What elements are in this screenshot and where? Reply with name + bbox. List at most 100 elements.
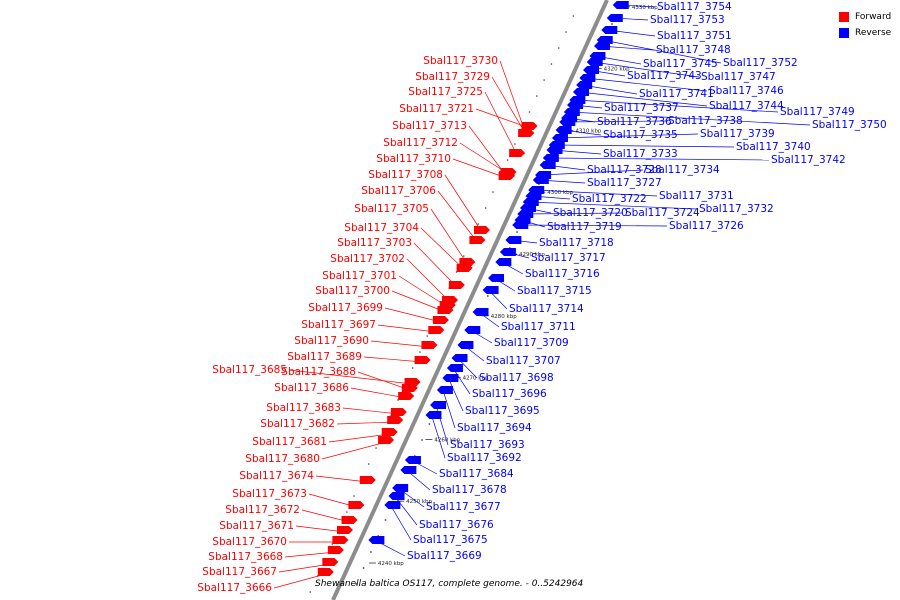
forward-gene-label: Sbal117_3671 bbox=[219, 520, 294, 532]
reverse-gene-label: Sbal117_3726 bbox=[669, 220, 744, 232]
reverse-gene-label: Sbal117_3743 bbox=[627, 70, 702, 82]
reverse-gene-label: Sbal117_3717 bbox=[531, 252, 606, 264]
gene-connector bbox=[357, 371, 410, 391]
gene-connector bbox=[518, 224, 668, 227]
reverse-gene-arrow bbox=[579, 74, 596, 82]
axis-tick-label: 4250 kbp bbox=[406, 499, 432, 505]
reverse-gene-arrow bbox=[572, 88, 589, 96]
reverse-gene-label: Sbal117_3732 bbox=[699, 203, 774, 215]
reverse-gene-arrow bbox=[388, 492, 405, 500]
forward-gene-arrow bbox=[341, 516, 358, 524]
reverse-gene-label: Sbal117_3749 bbox=[780, 106, 855, 118]
reverse-gene-label: Sbal117_3742 bbox=[771, 154, 846, 166]
forward-gene-label: Sbal117_3683 bbox=[266, 402, 341, 414]
axis-dot bbox=[370, 551, 372, 553]
gene-connector bbox=[442, 389, 456, 429]
gene-connector bbox=[363, 356, 423, 363]
axis-dot bbox=[428, 423, 431, 425]
reverse-gene-label: Sbal117_3707 bbox=[486, 355, 561, 367]
gene-connector bbox=[413, 242, 458, 288]
gene-connector bbox=[336, 421, 396, 425]
forward-gene-label: Sbal117_3685 bbox=[212, 364, 287, 376]
forward-gene-arrow bbox=[456, 264, 473, 272]
reverse-gene-label: Sbal117_3733 bbox=[603, 148, 678, 160]
gene-connector bbox=[406, 258, 451, 303]
forward-gene-label: Sbal117_3699 bbox=[308, 302, 383, 314]
gene-connector bbox=[278, 563, 331, 573]
axis-dot bbox=[355, 583, 358, 585]
gene-connector bbox=[592, 61, 700, 78]
reverse-gene-label: Sbal117_3714 bbox=[509, 303, 584, 315]
gene-connector bbox=[391, 290, 446, 313]
axis-dot bbox=[367, 463, 370, 465]
reverse-gene-label: Sbal117_3753 bbox=[650, 14, 725, 26]
gene-connector bbox=[528, 201, 698, 210]
forward-gene-label: Sbal117_3710 bbox=[376, 153, 451, 165]
axis-tick-label: 4320 kbp bbox=[604, 67, 630, 73]
reverse-gene-label: Sbal117_3747 bbox=[701, 71, 776, 83]
reverse-gene-arrow bbox=[542, 154, 559, 162]
forward-gene-arrow bbox=[448, 281, 465, 289]
axis-dot bbox=[486, 295, 489, 297]
reverse-legend-label: Reverse bbox=[855, 28, 892, 38]
gene-connector bbox=[295, 525, 346, 533]
forward-gene-arrow bbox=[348, 501, 365, 509]
gene-connector bbox=[328, 433, 390, 443]
reverse-gene-label: Sbal117_3675 bbox=[413, 534, 488, 546]
forward-gene-label: Sbal117_3729 bbox=[415, 71, 490, 83]
legend-reverse: Reverse bbox=[839, 25, 891, 41]
chromosome-backbone bbox=[331, 0, 609, 600]
reverse-gene-arrow bbox=[499, 248, 516, 256]
reverse-swatch bbox=[839, 28, 849, 38]
reverse-gene-label: Sbal117_3754 bbox=[657, 1, 732, 13]
reverse-gene-arrow bbox=[451, 354, 468, 362]
reverse-gene-label: Sbal117_3719 bbox=[547, 221, 622, 233]
axis-tick-label: 4270 kbp bbox=[463, 376, 489, 382]
forward-gene-arrow bbox=[322, 558, 339, 566]
gene-connector bbox=[350, 387, 407, 399]
reverse-gene-arrow bbox=[446, 364, 463, 372]
gene-connector bbox=[288, 369, 413, 385]
axis-dot bbox=[462, 255, 465, 257]
gene-connector bbox=[602, 39, 722, 64]
axis-dot bbox=[536, 95, 538, 97]
axis-dot bbox=[506, 159, 509, 161]
gene-connector bbox=[575, 99, 779, 113]
reverse-gene-arrow bbox=[384, 501, 401, 509]
forward-gene-arrow bbox=[498, 172, 515, 180]
axis-dot bbox=[528, 111, 531, 113]
gene-connector bbox=[284, 551, 336, 558]
reverse-gene-arrow bbox=[505, 236, 522, 244]
reverse-gene-label: Sbal117_3736 bbox=[597, 116, 672, 128]
forward-gene-arrow bbox=[327, 546, 344, 554]
gene-connector bbox=[370, 340, 430, 348]
reverse-gene-label: Sbal117_3748 bbox=[656, 44, 731, 56]
reverse-gene-label: Sbal117_3734 bbox=[645, 164, 720, 176]
gene-connector bbox=[548, 157, 770, 161]
reverse-gene-arrow bbox=[472, 308, 489, 316]
axis-tick-label: 4290 kbp bbox=[519, 252, 545, 258]
forward-gene-label: Sbal117_3686 bbox=[274, 382, 349, 394]
forward-gene-arrow bbox=[359, 476, 376, 484]
reverse-gene-label: Sbal117_3722 bbox=[572, 193, 647, 205]
reverse-gene-arrow bbox=[425, 411, 442, 419]
gene-connector bbox=[377, 324, 437, 333]
gene-connector bbox=[541, 169, 644, 176]
reverse-gene-arrow bbox=[457, 341, 474, 349]
axis-tick-label: 4310 kbp bbox=[575, 128, 601, 134]
axis-dot bbox=[557, 47, 560, 49]
forward-gene-label: Sbal117_3681 bbox=[252, 436, 327, 448]
legend-forward: Forward bbox=[839, 9, 891, 25]
gene-connector bbox=[452, 367, 471, 395]
axis-tick-label: 4260 kbp bbox=[434, 437, 460, 443]
axis-dot bbox=[550, 63, 553, 65]
reverse-gene-label: Sbal117_3752 bbox=[723, 57, 798, 69]
reverse-gene-label: Sbal117_3746 bbox=[709, 85, 784, 97]
forward-gene-arrow bbox=[469, 236, 486, 244]
reverse-gene-arrow bbox=[495, 258, 512, 266]
reverse-gene-arrow bbox=[404, 456, 421, 464]
gene-connector bbox=[554, 144, 735, 148]
reverse-gene-arrow bbox=[532, 176, 549, 184]
axis-tick-label: 4330 kbp bbox=[632, 5, 658, 11]
forward-gene-arrow bbox=[401, 384, 418, 392]
